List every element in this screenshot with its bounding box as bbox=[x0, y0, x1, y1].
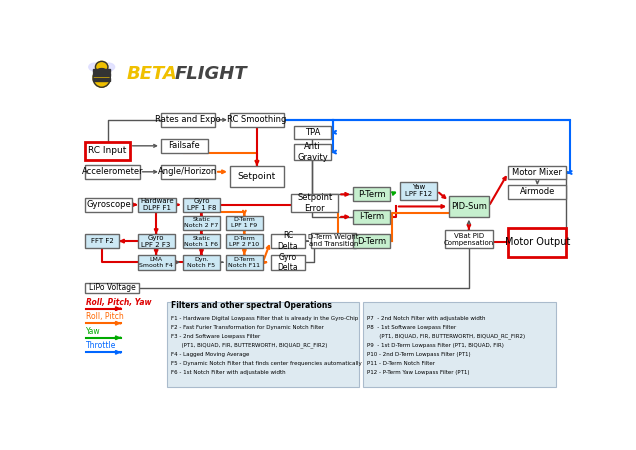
Text: FFT F2: FFT F2 bbox=[91, 238, 114, 244]
Bar bbox=[161, 139, 208, 153]
Text: Failsafe: Failsafe bbox=[169, 141, 200, 150]
Text: RC
Delta: RC Delta bbox=[278, 231, 298, 251]
Bar bbox=[226, 216, 263, 230]
Text: Rates and Expo: Rates and Expo bbox=[155, 115, 221, 124]
Text: Motor Output: Motor Output bbox=[505, 238, 570, 248]
Text: P-Term: P-Term bbox=[357, 190, 385, 199]
Text: D-Term: D-Term bbox=[357, 237, 386, 246]
Text: Hardware
DLPF F1: Hardware DLPF F1 bbox=[140, 198, 174, 211]
Bar bbox=[226, 234, 263, 248]
Text: PID-Sum: PID-Sum bbox=[451, 202, 487, 211]
Bar bbox=[167, 302, 359, 387]
Text: D-Term
LPF 2 F10: D-Term LPF 2 F10 bbox=[230, 236, 259, 247]
Text: Yaw
LPF F12: Yaw LPF F12 bbox=[404, 184, 432, 198]
Text: Setpoint: Setpoint bbox=[238, 172, 276, 181]
Bar bbox=[183, 234, 220, 248]
Text: BETA: BETA bbox=[127, 65, 177, 83]
Text: F1 - Hardware Digital Lowpass Filter that is already in the Gyro-Chip: F1 - Hardware Digital Lowpass Filter tha… bbox=[171, 315, 359, 320]
Bar bbox=[353, 234, 390, 248]
Text: (PT1, BIQUAD, FIR, BUTTERWORTH, BIQUAD_RC_FIR2): (PT1, BIQUAD, FIR, BUTTERWORTH, BIQUAD_R… bbox=[368, 333, 525, 339]
Bar bbox=[294, 144, 331, 160]
Text: P10 - 2nd D-Term Lowpass Filter (PT1): P10 - 2nd D-Term Lowpass Filter (PT1) bbox=[368, 351, 471, 357]
Bar bbox=[85, 198, 132, 212]
Bar bbox=[137, 255, 175, 270]
Text: F4 - Lagged Moving Average: F4 - Lagged Moving Average bbox=[171, 351, 249, 357]
Bar bbox=[508, 228, 567, 256]
Text: I-Term: I-Term bbox=[359, 212, 384, 221]
Bar bbox=[161, 165, 215, 179]
Text: Dyn.
Notch F5: Dyn. Notch F5 bbox=[188, 257, 216, 268]
Text: FLIGHT: FLIGHT bbox=[175, 65, 247, 83]
Text: Throttle: Throttle bbox=[86, 341, 117, 350]
Bar bbox=[363, 302, 556, 387]
Text: F5 - Dynamic Notch Filter that finds center frequencies automatically: F5 - Dynamic Notch Filter that finds cen… bbox=[171, 360, 362, 366]
Bar bbox=[183, 198, 220, 212]
Bar bbox=[85, 165, 140, 179]
Text: TPA: TPA bbox=[305, 128, 320, 137]
Bar bbox=[85, 234, 119, 248]
Text: D-Term
LPF 1 F9: D-Term LPF 1 F9 bbox=[232, 217, 258, 228]
Text: D-Term Weight
and Transition: D-Term Weight and Transition bbox=[308, 234, 359, 247]
Text: P8  - 1st Software Lowpass Filter: P8 - 1st Software Lowpass Filter bbox=[368, 324, 457, 329]
Text: LMA
Smooth F4: LMA Smooth F4 bbox=[139, 257, 173, 268]
Text: Gyroscope: Gyroscope bbox=[86, 200, 131, 209]
Text: Setpoint
Error: Setpoint Error bbox=[297, 194, 333, 213]
Text: Motor Mixer: Motor Mixer bbox=[513, 168, 562, 177]
Bar bbox=[400, 182, 437, 199]
Bar bbox=[291, 194, 338, 212]
Text: Gyro
LPF 1 F8: Gyro LPF 1 F8 bbox=[187, 198, 216, 211]
Bar bbox=[85, 142, 130, 160]
Text: RC Input: RC Input bbox=[88, 146, 127, 155]
Bar bbox=[137, 234, 175, 248]
Bar bbox=[311, 234, 356, 248]
Text: Roll, Pitch, Yaw: Roll, Pitch, Yaw bbox=[86, 297, 152, 306]
Text: Static
Notch 1 F6: Static Notch 1 F6 bbox=[184, 236, 219, 247]
Text: P9  - 1st D-Term Lowpass Filter (PT1, BIQUAD, FIR): P9 - 1st D-Term Lowpass Filter (PT1, BIQ… bbox=[368, 342, 504, 348]
Bar bbox=[449, 196, 488, 217]
Text: P11 - D-Term Notch Filter: P11 - D-Term Notch Filter bbox=[368, 360, 436, 366]
Bar bbox=[445, 230, 492, 248]
Text: F3 - 2nd Software Lowpass Filter: F3 - 2nd Software Lowpass Filter bbox=[171, 333, 260, 339]
Text: (PT1, BIQUAD, FIR, BUTTERWORTH, BIQUAD_RC_FIR2): (PT1, BIQUAD, FIR, BUTTERWORTH, BIQUAD_R… bbox=[171, 342, 328, 348]
Text: P12 - P-Term Yaw Lowpass Filter (PT1): P12 - P-Term Yaw Lowpass Filter (PT1) bbox=[368, 369, 470, 375]
Bar bbox=[161, 113, 215, 127]
Text: Airmode: Airmode bbox=[520, 187, 555, 196]
Bar bbox=[508, 185, 567, 199]
Text: Gyro
Delta: Gyro Delta bbox=[278, 252, 298, 272]
Text: P7  - 2nd Notch Filter with adjustable width: P7 - 2nd Notch Filter with adjustable wi… bbox=[368, 315, 486, 320]
Bar bbox=[183, 216, 220, 230]
Text: Accelerometer: Accelerometer bbox=[81, 167, 143, 176]
Bar bbox=[271, 255, 305, 270]
Bar bbox=[137, 198, 176, 212]
Text: Yaw: Yaw bbox=[86, 327, 101, 336]
Text: F6 - 1st Notch Filter with adjustable width: F6 - 1st Notch Filter with adjustable wi… bbox=[171, 369, 286, 375]
Text: RC Smoothing: RC Smoothing bbox=[227, 115, 287, 124]
Text: Static
Notch 2 F7: Static Notch 2 F7 bbox=[184, 217, 219, 228]
Bar bbox=[85, 283, 139, 293]
Bar bbox=[294, 126, 331, 139]
Text: F2 - Fast Furier Transformation for Dynamic Notch Filter: F2 - Fast Furier Transformation for Dyna… bbox=[171, 324, 324, 329]
Text: Angle/Horizon: Angle/Horizon bbox=[158, 167, 218, 176]
Text: Gyro
LPF 2 F3: Gyro LPF 2 F3 bbox=[141, 234, 171, 248]
Text: VBat PID
Compensation: VBat PID Compensation bbox=[444, 233, 494, 246]
Bar bbox=[353, 210, 390, 224]
Text: D-Term
Notch F11: D-Term Notch F11 bbox=[228, 257, 260, 268]
Text: LiPo Voltage: LiPo Voltage bbox=[88, 284, 135, 292]
Bar bbox=[508, 166, 567, 180]
Text: Filters and other spectral Operations: Filters and other spectral Operations bbox=[171, 301, 332, 310]
Bar bbox=[230, 113, 284, 127]
Bar bbox=[271, 234, 305, 248]
Bar bbox=[230, 166, 284, 187]
Text: Roll, Pitch: Roll, Pitch bbox=[86, 312, 124, 321]
Text: Anti
Gravity: Anti Gravity bbox=[297, 142, 328, 162]
Bar bbox=[353, 187, 390, 201]
Bar bbox=[183, 255, 220, 270]
Bar bbox=[226, 255, 263, 270]
